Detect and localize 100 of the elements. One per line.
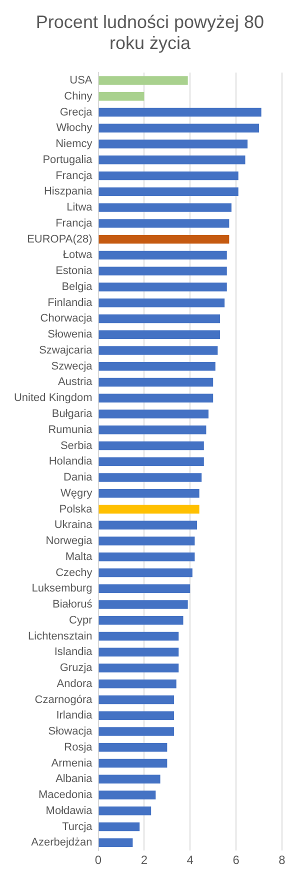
y-tick-label: Macedonia — [38, 789, 94, 802]
y-tick-label: Azerbejdżan — [31, 836, 92, 849]
y-tick-label: Łotwa — [62, 249, 94, 262]
bar — [98, 314, 220, 324]
y-tick-label: Andora — [56, 678, 94, 690]
y-tick-label: Francja — [56, 217, 94, 230]
y-tick-label: Szwecja — [51, 360, 94, 372]
bar — [98, 838, 133, 848]
bar — [98, 378, 214, 387]
bar — [98, 298, 225, 308]
bar — [98, 108, 262, 117]
y-tick-label: Luksemburg — [32, 582, 92, 595]
bar — [98, 219, 230, 228]
bar — [98, 457, 204, 466]
y-tick-label: Austria — [58, 376, 94, 388]
y-tick-label: Gruzja — [60, 662, 94, 674]
y-tick-label: Finlandia — [48, 296, 94, 309]
y-tick-label: USA — [70, 74, 93, 87]
bar — [98, 616, 184, 625]
bar — [98, 584, 190, 593]
bar — [98, 362, 216, 371]
bar — [98, 552, 195, 562]
bar — [98, 234, 230, 244]
x-tick-label: 6 — [232, 853, 240, 868]
y-tick-label: Cypr — [69, 614, 93, 626]
bar — [98, 140, 248, 148]
bar — [98, 171, 238, 180]
bar — [98, 520, 198, 530]
y-tick-label: Lichtensztain — [28, 630, 92, 642]
bar — [98, 282, 227, 292]
bar — [98, 695, 174, 704]
y-tick-label: Chorwacja — [40, 312, 94, 325]
bar — [98, 536, 195, 546]
y-tick-label: Szwajcaria — [39, 344, 94, 356]
bar — [98, 488, 200, 498]
y-tick-label: Ukraina — [54, 519, 94, 532]
bar — [98, 92, 144, 101]
bar — [98, 394, 214, 402]
y-tick-label: Czechy — [56, 566, 93, 579]
y-tick-label: Słowenia — [48, 328, 94, 341]
y-tick-label: Hiszpania — [44, 186, 94, 198]
y-tick-label: Holandia — [48, 456, 94, 468]
y-tick-label: Grecja — [60, 106, 94, 118]
bar — [98, 743, 168, 752]
y-tick-label: Białoruś — [52, 598, 93, 611]
y-tick-label: Francja — [56, 170, 94, 182]
y-tick-label: Albania — [56, 773, 94, 786]
bar — [98, 648, 179, 656]
y-tick-label: Słowacja — [48, 726, 94, 738]
bar — [98, 203, 232, 212]
y-tick-label: Czarnogóra — [34, 694, 94, 706]
bar — [98, 346, 218, 355]
y-tick-label: Bułgaria — [52, 408, 94, 420]
y-tick-label: Estonia — [56, 265, 94, 278]
bar — [98, 250, 227, 260]
bar — [98, 330, 220, 339]
bar — [98, 266, 227, 276]
bar — [98, 156, 246, 164]
y-tick-label: Chiny — [64, 90, 93, 102]
bar — [98, 790, 156, 800]
y-tick-label: Islandia — [54, 646, 94, 658]
bar — [98, 425, 206, 434]
y-tick-label: Portugalia — [42, 154, 94, 166]
bar — [98, 664, 179, 672]
bar — [98, 473, 202, 482]
y-tick-label: Rumunia — [48, 424, 94, 436]
bar — [98, 727, 174, 736]
y-tick-label: Belgia — [62, 280, 94, 293]
bar — [98, 568, 192, 578]
bar — [98, 600, 188, 609]
bar — [98, 711, 174, 720]
y-tick-label: EUROPA(28) — [27, 233, 92, 246]
bar — [98, 806, 152, 816]
bar — [98, 680, 176, 688]
y-tick-label: Mołdawia — [46, 804, 94, 817]
y-tick-label: Niemcy — [56, 138, 93, 150]
y-tick-label: Irlandia — [56, 710, 94, 722]
y-tick-label: Litwa — [66, 202, 94, 214]
x-tick-label: 4 — [186, 853, 194, 868]
bar — [98, 774, 160, 784]
bar — [98, 124, 260, 133]
chart-title: Procent ludności powyżej 80 roku życia — [34, 11, 266, 55]
y-tick-label: Turcja — [62, 820, 94, 833]
bar — [98, 504, 200, 514]
bar — [98, 822, 140, 832]
bar — [98, 441, 204, 450]
y-tick-label: Włochy — [56, 122, 93, 134]
y-tick-label: Węgry — [60, 487, 93, 500]
y-tick-label: Polska — [59, 503, 94, 516]
y-tick-label: Dania — [64, 472, 94, 484]
bar — [98, 187, 238, 196]
y-tick-label: Armenia — [51, 757, 94, 770]
x-tick-label: 8 — [278, 853, 286, 868]
y-tick-label: Malta — [65, 550, 94, 563]
x-tick-label: 2 — [140, 853, 148, 868]
bar — [98, 76, 188, 85]
y-tick-label: Norwegia — [46, 535, 94, 548]
bar — [98, 758, 168, 768]
bar — [98, 410, 209, 418]
y-tick-label: United Kingdom — [14, 392, 92, 404]
